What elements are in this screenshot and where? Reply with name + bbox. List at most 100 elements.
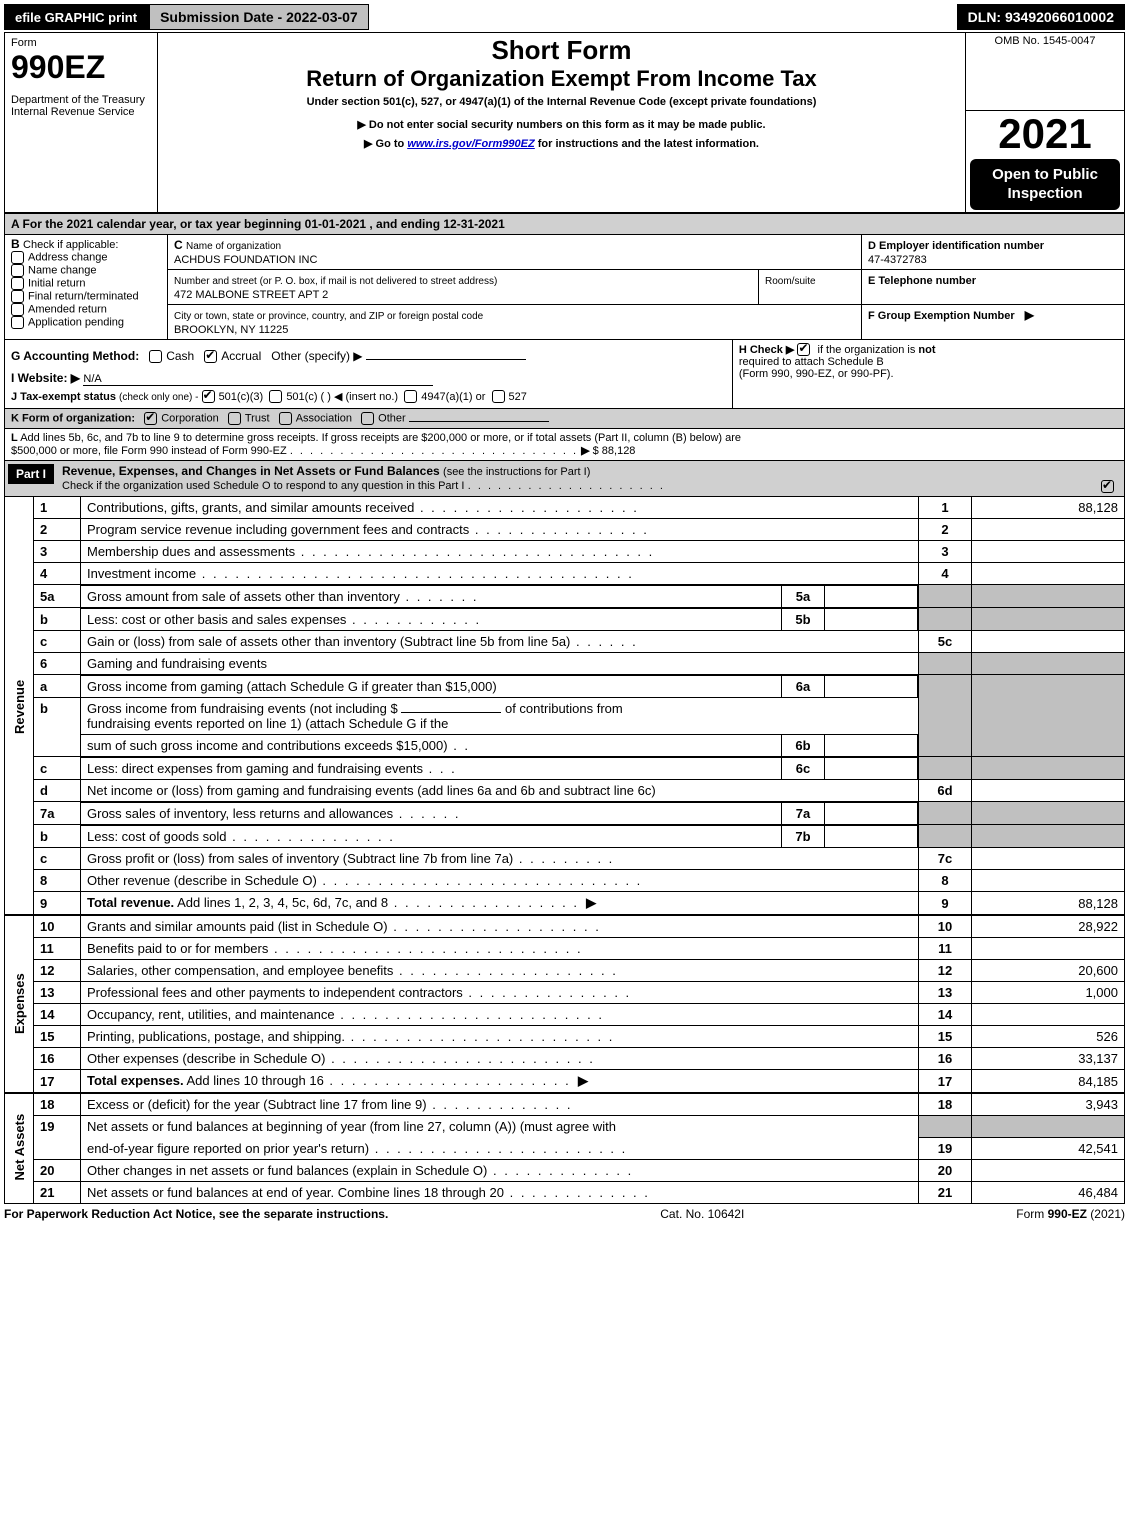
opt-initial-return: Initial return — [28, 277, 85, 289]
line-11-ref: 11 — [919, 938, 972, 960]
lines-table: Revenue 1 Contributions, gifts, grants, … — [5, 497, 1124, 1203]
top-bar: efile GRAPHIC print Submission Date - 20… — [4, 4, 1125, 30]
opt-other: Other (specify) ▶ — [271, 349, 362, 363]
footer-left: For Paperwork Reduction Act Notice, see … — [4, 1207, 388, 1221]
checkbox-application-pending[interactable] — [11, 316, 24, 329]
line-14-ref: 14 — [919, 1004, 972, 1026]
section-b-cell: B Check if applicable: Address change Na… — [5, 235, 168, 339]
line-7c-amount — [972, 848, 1125, 870]
line-21-amount: 46,484 — [972, 1181, 1125, 1203]
opt-application-pending: Application pending — [28, 316, 124, 328]
line-6b-ref-gray — [919, 698, 972, 735]
section-h-not: not — [918, 344, 935, 356]
vert-revenue: Revenue — [5, 497, 34, 915]
line-15-ref: 15 — [919, 1026, 972, 1048]
line-1-text: Contributions, gifts, grants, and simila… — [81, 497, 919, 519]
opt-501c: 501(c) ( ) ◀ (insert no.) — [286, 391, 398, 403]
line-6d-ref: 6d — [919, 780, 972, 802]
footer-center: Cat. No. 10642I — [660, 1207, 744, 1221]
line-6a-amount — [972, 675, 1125, 698]
line-12-num: 12 — [34, 960, 81, 982]
dln-number: DLN: 93492066010002 — [957, 4, 1125, 30]
section-l-amount: $ 88,128 — [593, 445, 636, 457]
checkbox-4947[interactable] — [404, 390, 417, 403]
checkbox-cash[interactable] — [149, 350, 162, 363]
line-1-amount: 88,128 — [972, 497, 1125, 519]
dept-treasury: Department of the Treasury — [11, 94, 151, 106]
checkbox-501c3[interactable] — [202, 390, 215, 403]
line-11-amount — [972, 938, 1125, 960]
ein-value: 47-4372783 — [868, 254, 927, 266]
checkbox-address-change[interactable] — [11, 251, 24, 264]
line-18-num: 18 — [34, 1093, 81, 1116]
line-7c-ref: 7c — [919, 848, 972, 870]
checkbox-initial-return[interactable] — [11, 277, 24, 290]
section-c-name-cell: C Name of organization ACHDUS FOUNDATION… — [168, 235, 862, 270]
checkbox-corp[interactable] — [144, 412, 157, 425]
line-20-amount — [972, 1159, 1125, 1181]
line-13-amount: 1,000 — [972, 982, 1125, 1004]
line-16-num: 16 — [34, 1048, 81, 1070]
line-21-text: Net assets or fund balances at end of ye… — [81, 1181, 919, 1203]
line-7b-subamount — [825, 826, 918, 848]
section-b-check-if: Check if applicable: — [23, 239, 118, 251]
checkbox-other-org[interactable] — [361, 412, 374, 425]
line-6-text: Gaming and fundraising events — [81, 653, 919, 675]
checkbox-501c[interactable] — [269, 390, 282, 403]
return-title: Return of Organization Exempt From Incom… — [166, 66, 957, 92]
checkbox-accrual[interactable] — [204, 350, 217, 363]
section-k-label: K Form of organization: — [11, 413, 135, 425]
irs-link[interactable]: www.irs.gov/Form990EZ — [407, 138, 534, 150]
submission-date: Submission Date - 2022-03-07 — [148, 4, 369, 30]
line-15-num: 15 — [34, 1026, 81, 1048]
line-2-num: 2 — [34, 519, 81, 541]
checkbox-section-h[interactable] — [797, 343, 810, 356]
line-6d-text: Net income or (loss) from gaming and fun… — [81, 780, 919, 802]
opt-501c3: 501(c)(3) — [219, 391, 264, 403]
line-14-amount — [972, 1004, 1125, 1026]
section-i-label: I Website: ▶ — [11, 371, 80, 385]
line-6b-amount-gray2 — [972, 734, 1125, 757]
opt-final-return: Final return/terminated — [28, 290, 139, 302]
opt-name-change: Name change — [28, 264, 97, 276]
section-l-arrow: ▶ — [581, 445, 589, 457]
line-7a-cell: Gross sales of inventory, less returns a… — [81, 802, 919, 825]
section-j-note: (check only one) - — [119, 392, 198, 403]
line-7a-amount — [972, 802, 1125, 825]
line-6b-subamount — [825, 735, 918, 757]
line-8-amount — [972, 870, 1125, 892]
line-5c-num: c — [34, 631, 81, 653]
line-7b-num: b — [34, 825, 81, 848]
line-6a-ref — [919, 675, 972, 698]
line-17-ref: 17 — [919, 1070, 972, 1094]
checkbox-name-change[interactable] — [11, 264, 24, 277]
section-f-cell: F Group Exemption Number ▶ — [862, 304, 1125, 339]
line-11-num: 11 — [34, 938, 81, 960]
section-f-arrow: ▶ — [1025, 308, 1034, 322]
line-6b-cell2: sum of such gross income and contributio… — [81, 734, 919, 757]
line-18-text: Excess or (deficit) for the year (Subtra… — [81, 1093, 919, 1116]
checkbox-trust[interactable] — [228, 412, 241, 425]
checkbox-final-return[interactable] — [11, 290, 24, 303]
line-21-ref: 21 — [919, 1181, 972, 1203]
opt-corp: Corporation — [161, 413, 218, 425]
line-5b-num: b — [34, 608, 81, 631]
line-6-ref — [919, 653, 972, 675]
vert-expenses: Expenses — [5, 915, 34, 1093]
header-left-cell: Form 990EZ Department of the Treasury In… — [5, 33, 158, 213]
line-12-text: Salaries, other compensation, and employ… — [81, 960, 919, 982]
line-6c-ref — [919, 757, 972, 780]
checkbox-527[interactable] — [492, 390, 505, 403]
short-form-title: Short Form — [166, 35, 957, 66]
line-7c-num: c — [34, 848, 81, 870]
checkbox-amended-return[interactable] — [11, 303, 24, 316]
line-9-text: Total revenue. Add lines 1, 2, 3, 4, 5c,… — [81, 892, 919, 916]
checkbox-part1-schedule-o[interactable] — [1101, 480, 1114, 493]
checkbox-assoc[interactable] — [279, 412, 292, 425]
section-l-label: L — [11, 432, 18, 444]
line-20-ref: 20 — [919, 1159, 972, 1181]
line-15-amount: 526 — [972, 1026, 1125, 1048]
omb-cell: OMB No. 1545-0047 — [966, 33, 1125, 111]
section-c-label: C — [174, 238, 183, 252]
section-c-addr-cell: Number and street (or P. O. box, if mail… — [168, 269, 862, 304]
